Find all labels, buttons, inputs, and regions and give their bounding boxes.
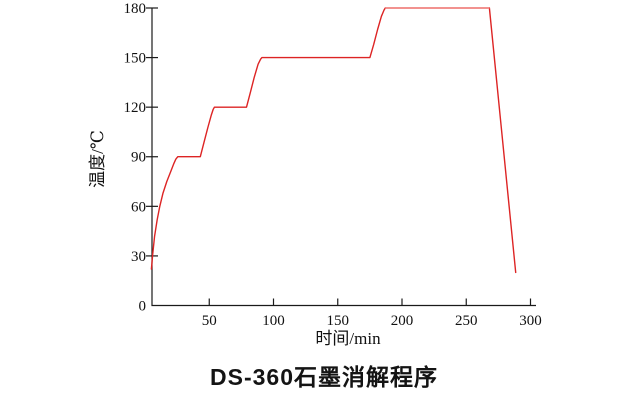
y-tick-label: 150 (124, 51, 147, 67)
y-tick-label: 180 (124, 1, 147, 17)
y-tick-label: 60 (131, 199, 146, 215)
x-tick-label: 50 (202, 313, 217, 329)
y-axis-title: 温度/℃ (88, 130, 107, 188)
y-tick-label: 0 (139, 299, 147, 315)
x-axis-title: 时间/min (315, 329, 381, 348)
y-tick-label: 30 (131, 249, 146, 265)
temperature-curve (150, 7, 517, 274)
y-tick-label: 90 (131, 150, 146, 166)
axes-lines (151, 8, 536, 307)
x-tick-label: 250 (455, 313, 478, 329)
x-tick-label: 200 (391, 313, 414, 329)
y-tick-label: 120 (124, 100, 147, 116)
chart-title: DS-360石墨消解程序 (210, 364, 438, 390)
x-tick-label: 300 (519, 313, 542, 329)
x-tick-label: 100 (262, 313, 285, 329)
x-tick-label: 150 (327, 313, 350, 329)
